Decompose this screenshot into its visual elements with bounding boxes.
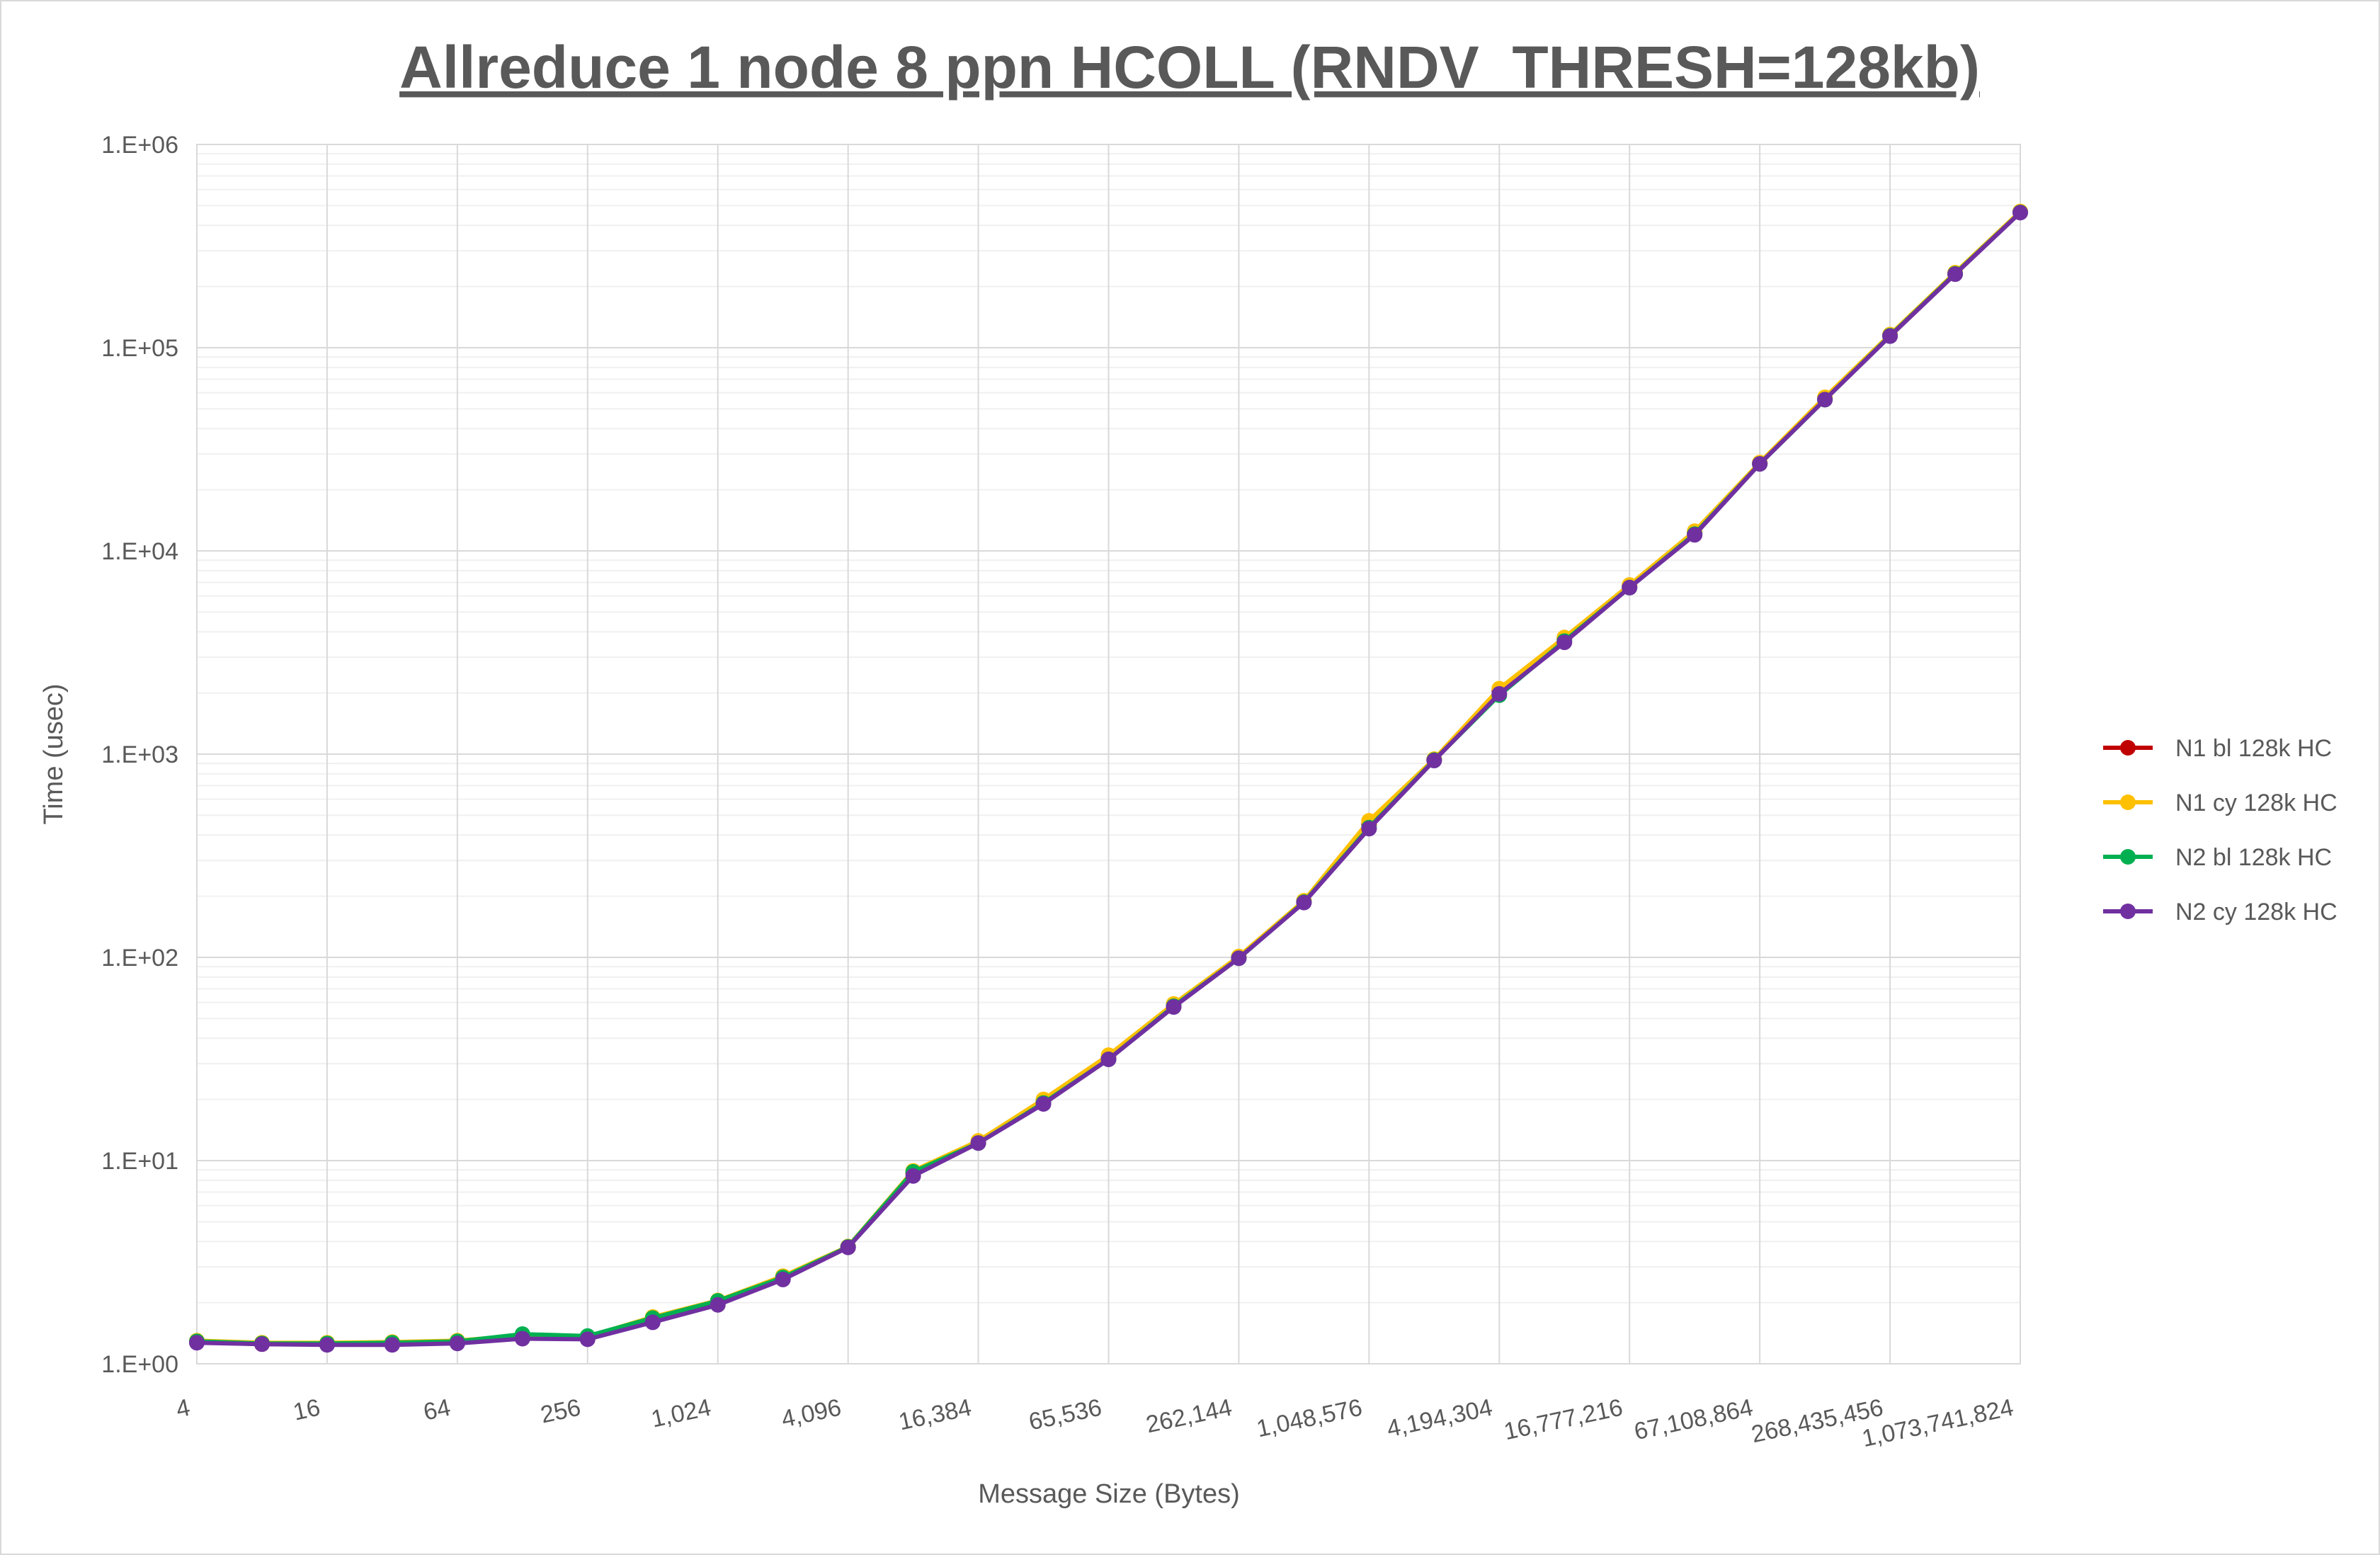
data-point (384, 1337, 400, 1353)
data-point (1687, 527, 1703, 543)
data-point (905, 1168, 921, 1184)
data-point (644, 1314, 661, 1331)
data-point (1882, 328, 1898, 344)
data-point (254, 1336, 270, 1352)
data-point (1556, 634, 1573, 651)
data-point (579, 1331, 596, 1348)
y-axis-tick-labels: 1.E+00 1.E+01 1.E+02 1.E+03 1.E+04 1.E+05 1.E+… (101, 132, 178, 1378)
legend-item: N1 bl 128k HC (2103, 735, 2332, 762)
x-tick-label: 4 (173, 1394, 192, 1423)
x-tick-label: 4,194,304 (1384, 1394, 1495, 1443)
x-tick-label: 16 (291, 1394, 323, 1426)
legend: N1 bl 128k HC N1 cy 128k HC N2 bl 128k HC N… (2103, 735, 2338, 925)
series-layer (189, 203, 2028, 1353)
y-tick-label: 1.E+04 (101, 538, 178, 565)
y-tick-label: 1.E+03 (101, 741, 178, 768)
legend-marker (2120, 794, 2136, 810)
data-point (1947, 266, 1964, 283)
data-point (1817, 392, 1833, 408)
data-point (1296, 894, 1312, 911)
legend-marker (2120, 849, 2136, 865)
legend-item: N2 bl 128k HC (2103, 844, 2332, 871)
x-tick-label: 1,024 (649, 1394, 713, 1433)
data-point (1622, 579, 1638, 596)
chart-title: Allreduce 1 node 8 ppn HCOLL (RNDV_THRES… (399, 34, 1980, 101)
y-tick-label: 1.E+05 (101, 335, 178, 362)
legend-label: N2 bl 128k HC (2175, 844, 2332, 871)
plot-area-border (196, 144, 2021, 1365)
data-point (1100, 1051, 1117, 1067)
x-tick-label: 67,108,864 (1632, 1394, 1755, 1446)
x-tick-label: 256 (538, 1394, 583, 1429)
data-point (710, 1297, 726, 1313)
data-point (514, 1331, 530, 1347)
data-point (449, 1335, 465, 1352)
legend-item: N1 cy 128k HC (2103, 790, 2338, 816)
y-tick-label: 1.E+02 (101, 945, 178, 972)
x-axis-title: Message Size (Bytes) (978, 1479, 1240, 1509)
y-tick-label: 1.E+06 (101, 132, 178, 159)
legend-label: N2 cy 128k HC (2175, 899, 2338, 925)
x-tick-label: 16,777,216 (1502, 1394, 1625, 1446)
x-axis-tick-labels: 4 16 64 256 1,024 4,096 16,384 65,536 262,144 1,0… (173, 1394, 2015, 1452)
legend-item: N2 cy 128k HC (2103, 899, 2338, 925)
y-tick-label: 1.E+01 (101, 1148, 178, 1175)
data-point (1752, 456, 1768, 472)
data-point (189, 1335, 205, 1351)
data-point (1166, 999, 1182, 1015)
data-point (1426, 753, 1442, 769)
data-point (319, 1337, 335, 1353)
data-point (775, 1271, 791, 1287)
legend-label: N1 bl 128k HC (2175, 735, 2332, 762)
data-point (2012, 205, 2028, 221)
legend-label: N1 cy 128k HC (2175, 790, 2338, 816)
data-point (1491, 685, 1508, 702)
x-tick-label: 64 (421, 1394, 453, 1426)
x-tick-label: 4,096 (779, 1394, 843, 1433)
y-axis-title: Time (usec) (39, 683, 69, 824)
x-tick-label: 1,073,741,824 (1860, 1394, 2016, 1452)
legend-marker (2120, 740, 2136, 756)
series-3 (189, 205, 2028, 1353)
x-tick-label: 65,536 (1027, 1394, 1105, 1436)
data-point (1035, 1095, 1052, 1112)
data-point (1231, 950, 1247, 967)
y-tick-label: 1.E+00 (101, 1351, 178, 1378)
data-point (1361, 821, 1377, 837)
x-tick-label: 262,144 (1144, 1394, 1234, 1439)
x-tick-label: 16,384 (896, 1394, 974, 1436)
x-tick-label: 1,048,576 (1254, 1394, 1365, 1443)
data-point (970, 1135, 986, 1151)
legend-marker (2120, 904, 2136, 919)
data-point (840, 1239, 856, 1255)
